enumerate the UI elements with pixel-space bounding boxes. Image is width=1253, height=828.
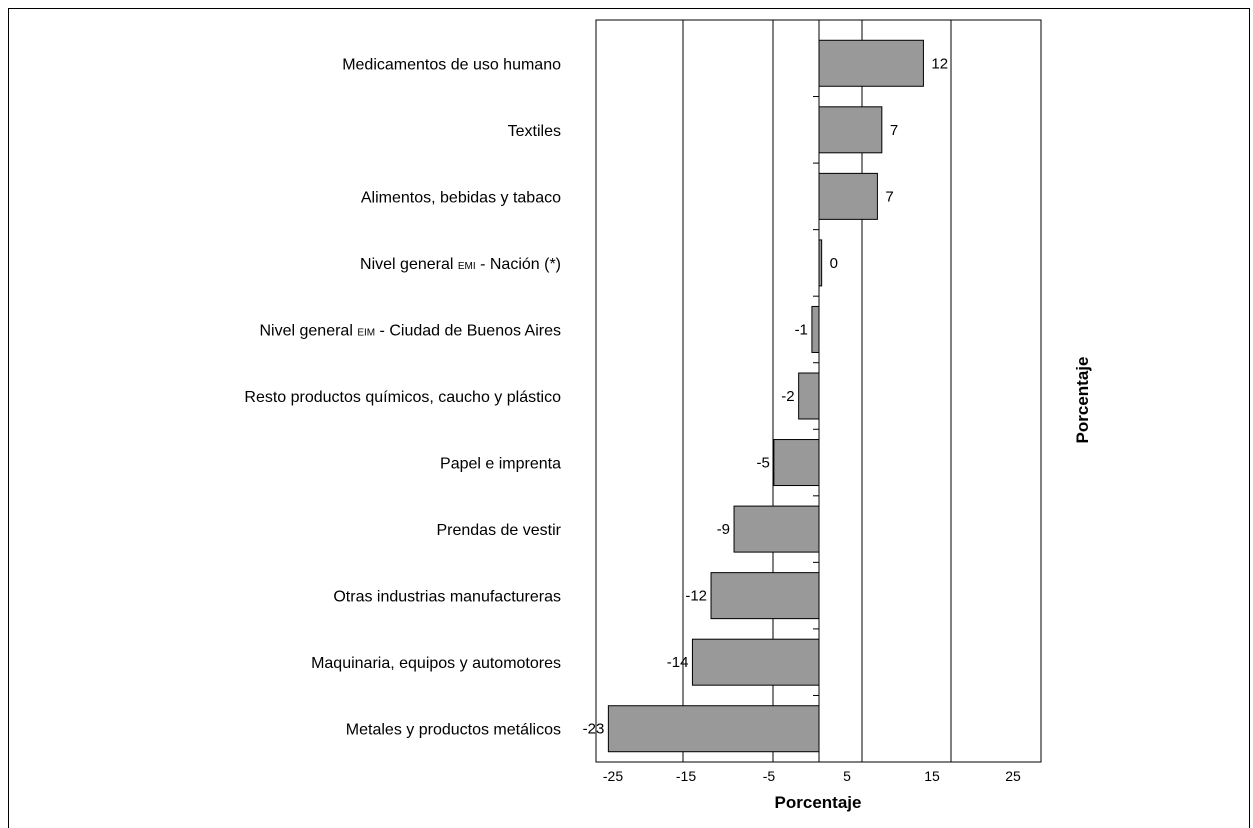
value-label: -1 <box>795 321 808 338</box>
x-axis-title: Porcentaje <box>775 793 862 812</box>
value-label: 0 <box>830 255 838 272</box>
bar <box>710 572 820 620</box>
value-label: -2 <box>781 388 794 405</box>
category-label: Maquinaria, equipos y automotores <box>311 655 561 672</box>
x-tick-label: -5 <box>763 768 776 784</box>
value-label: -23 <box>583 721 605 738</box>
value-label: 12 <box>931 55 948 72</box>
x-tick-label: 15 <box>924 768 940 784</box>
category-label: Alimentos, bebidas y tabaco <box>361 189 561 206</box>
bar <box>811 305 820 353</box>
category-label: Medicamentos de uso humano <box>342 56 561 73</box>
x-ticks: -25 -15 -5 5 15 25 <box>603 768 1021 784</box>
category-label: Resto productos químicos, caucho y plást… <box>244 389 561 406</box>
chart-frame <box>8 8 1250 828</box>
bar <box>818 239 823 287</box>
category-label: Textiles <box>508 123 561 140</box>
bar <box>607 705 820 753</box>
x-tick-label: -25 <box>603 768 623 784</box>
value-label: -9 <box>717 521 730 538</box>
category-label: Nivel general EIM - Ciudad de Buenos Air… <box>260 322 562 339</box>
x-tick-label: 25 <box>1005 768 1021 784</box>
bar <box>773 439 820 487</box>
value-label: -14 <box>667 654 689 671</box>
bar <box>798 372 820 420</box>
bar <box>818 172 878 220</box>
value-labels: 12 7 7 0 -1 -2 -5 -9 -12 -14 -23 <box>583 55 948 737</box>
bar <box>818 106 883 154</box>
x-tick-label: 5 <box>843 768 851 784</box>
category-label: Otras industrias manufactureras <box>333 589 561 606</box>
category-labels: Medicamentos de uso humano Textiles Alimen… <box>244 56 561 738</box>
bars <box>607 39 924 753</box>
x-tick-label: -15 <box>676 768 696 784</box>
value-label: 7 <box>885 188 893 205</box>
value-label: -12 <box>685 588 707 605</box>
bar <box>818 39 924 87</box>
category-label: Papel e imprenta <box>440 456 561 473</box>
value-label: 7 <box>890 122 898 139</box>
bar <box>733 505 820 553</box>
bar <box>691 638 820 686</box>
category-label: Nivel general EMI - Nación (*) <box>360 256 561 273</box>
value-label: -5 <box>757 455 770 472</box>
category-label: Metales y productos metálicos <box>346 722 561 739</box>
y-axis-title: Porcentaje <box>1073 357 1092 444</box>
category-label: Prendas de vestir <box>436 522 561 539</box>
